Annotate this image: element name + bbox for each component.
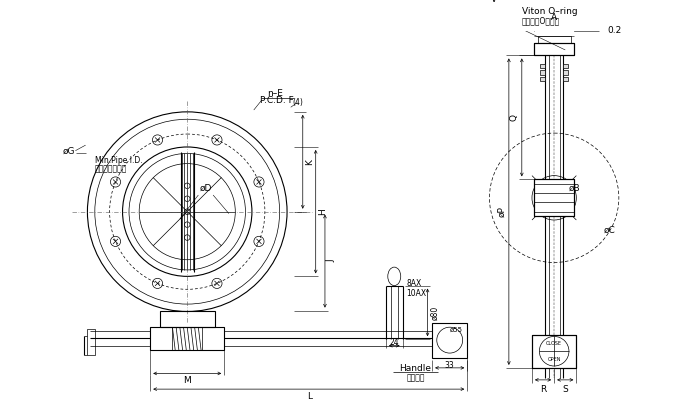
Text: 24: 24 (390, 338, 399, 347)
Text: 8AX: 8AX (406, 279, 421, 288)
Text: n–E: n–E (267, 89, 283, 98)
Bar (150, 327, 224, 350)
Text: OPEN: OPEN (547, 357, 561, 362)
Bar (432, 322, 467, 358)
Bar (87, 329, 95, 355)
Text: M: M (183, 376, 191, 385)
Bar (534, 179, 575, 216)
Bar (563, 70, 568, 75)
Text: H: H (318, 208, 326, 215)
Bar (534, 43, 575, 56)
Text: 0.2: 0.2 (608, 26, 622, 35)
Bar (532, 334, 576, 368)
Text: 接続管最小内径: 接続管最小内径 (95, 165, 127, 173)
Text: Min.Pipe I.D.: Min.Pipe I.D. (95, 156, 143, 165)
Text: Q: Q (510, 114, 519, 121)
Text: S: S (563, 385, 568, 393)
Text: K: K (305, 159, 314, 165)
Text: øC: øC (604, 226, 616, 234)
Text: øP: øP (497, 206, 506, 217)
Text: L: L (307, 392, 312, 401)
Text: Viton O–ring: Viton O–ring (522, 7, 577, 16)
Text: A: A (551, 13, 557, 22)
Text: øB: øB (569, 184, 581, 193)
Bar (563, 64, 568, 68)
Bar (534, 43, 575, 56)
Bar (160, 310, 215, 327)
Text: ø55: ø55 (450, 327, 462, 333)
Bar (540, 70, 545, 75)
Text: øG: øG (63, 147, 75, 156)
Bar (540, 64, 545, 68)
Text: ハンドル: ハンドル (406, 374, 425, 383)
Text: øD: øD (199, 184, 212, 193)
Text: 10AX: 10AX (406, 288, 427, 298)
Text: 33: 33 (445, 361, 454, 370)
Ellipse shape (388, 267, 400, 286)
Text: (4): (4) (293, 98, 304, 107)
Bar (538, 36, 571, 44)
Bar (532, 334, 576, 368)
Text: R: R (540, 385, 546, 393)
Bar (563, 77, 568, 81)
Text: J: J (327, 259, 336, 262)
Bar (540, 77, 545, 81)
Bar (534, 179, 575, 216)
Text: V: V (491, 0, 497, 4)
Text: CLOSE: CLOSE (546, 341, 562, 347)
Text: ø80: ø80 (431, 305, 439, 320)
Text: バイトンOリング: バイトンOリング (522, 16, 560, 25)
Text: P.C.D. F: P.C.D. F (260, 96, 293, 105)
Text: Handle: Handle (400, 364, 431, 373)
